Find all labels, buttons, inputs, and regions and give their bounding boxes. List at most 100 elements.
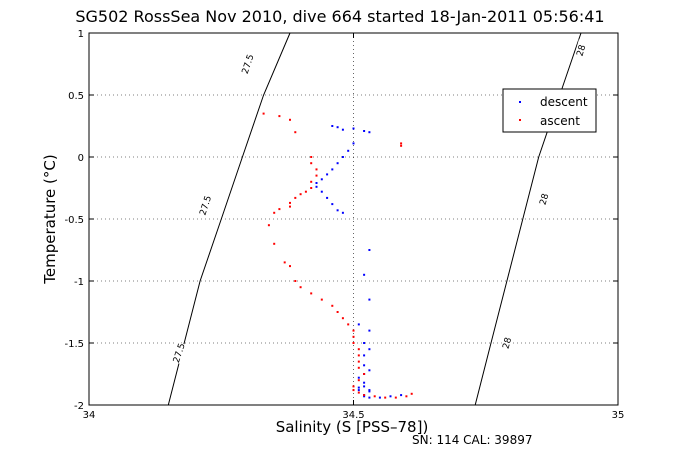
legend: descent ascent [502,88,597,133]
descent-point [357,389,360,392]
ascent-point [363,394,366,397]
ascent-point [352,385,355,388]
legend-box [502,88,597,133]
axis-ticks: 34 34.5 35 -2 -1.5 -1 -0.5 0 0.5 1 [64,29,624,421]
y-tick-label: -1.5 [64,339,84,350]
y-tick-label: -2 [74,401,84,412]
contour-label-background [171,341,187,364]
ascent-point [357,366,360,369]
ascent-point [352,335,355,338]
legend-descent-label: descent [540,95,588,109]
ascent-point [347,323,350,326]
ascent-point [331,304,334,307]
ascent-point [294,131,297,134]
descent-point [363,395,366,398]
ascent-point [289,205,291,208]
contour-label: 28 [501,336,514,350]
y-axis-label: Temperature (°C) [41,154,59,284]
ascent-point [315,174,318,177]
contour-label: 27.5 [241,53,257,75]
descent-point [336,209,339,212]
descent-point [315,182,318,184]
ascent-point [267,224,270,227]
ascent-point [336,311,339,313]
ascent-point [315,168,318,171]
ascent-point [384,396,387,399]
ascent-point [394,396,397,399]
descent-point [368,369,371,372]
ascent-point [310,156,313,158]
ascent-point [294,280,297,282]
contour-label: 28 [576,43,589,57]
ascent-point [357,354,360,357]
ascent-point [273,211,276,214]
y-tick-label: 0.5 [68,91,84,102]
legend-ascent-marker [519,119,521,121]
ascent-point [410,392,413,395]
ascent-point [310,180,313,183]
legend-descent-marker [519,101,521,103]
descent-point [341,156,344,158]
descent-point [336,126,339,129]
contour-label: 28 [539,192,552,206]
descent-point [368,396,371,399]
contour-label: 27.5 [198,195,214,217]
contour-label-background [197,194,214,217]
ascent-point [262,112,265,115]
descent-point [363,273,366,276]
legend-ascent-label: ascent [540,114,580,128]
x-axis-label: Salinity (S [PSS–78]) [276,418,429,436]
descent-point [368,249,371,251]
descent-point [400,394,403,397]
descent-point [341,211,344,214]
ascent-point [357,360,360,363]
descent-point [357,323,360,326]
descent-point [368,389,371,392]
ascent-point [352,329,355,332]
ascent-point [373,395,376,398]
descent-point [331,125,334,127]
descent-point [368,348,371,351]
descent-point [389,395,392,398]
descent-point [368,329,371,332]
descent-point [363,342,366,344]
ascent-point [310,162,313,165]
ascent-point [278,208,281,211]
descent-point [378,396,381,399]
descent-point [357,376,360,379]
descent-point [368,390,371,393]
y-tick-label: 0 [78,153,84,164]
ascent-point [304,190,307,193]
contour-label-background [536,188,552,211]
ascent-point [294,196,297,199]
descent-point [363,130,366,132]
descent-point [368,131,371,134]
descent-point [368,298,371,301]
chart-title: SG502 RossSea Nov 2010, dive 664 started… [75,7,604,26]
ascent-point [299,193,302,196]
contour-label: 27.5 [172,342,188,364]
ascent-point [357,391,360,394]
y-tick-label: -0.5 [64,215,84,226]
data-points [262,112,413,399]
ascent-point [283,261,286,264]
ascent-point [273,242,276,245]
ascent-point [352,342,355,344]
ascent-point [320,298,323,301]
descent-point [336,162,339,165]
descent-point [326,173,329,176]
ascent-point [357,379,360,382]
contour-label-background [499,332,515,354]
descent-point [352,127,355,130]
x-tick-label: 34 [83,410,96,421]
x-tick-label: 34.5 [342,410,364,421]
contour-label-background [239,52,256,76]
descent-point [357,386,360,389]
ascent-point [310,292,313,295]
descent-point [326,196,329,199]
contour-label-background [573,39,589,62]
descent-point [320,190,323,193]
descent-point [320,178,323,181]
serial-calibration-note: SN: 114 CAL: 39897 [412,433,532,447]
